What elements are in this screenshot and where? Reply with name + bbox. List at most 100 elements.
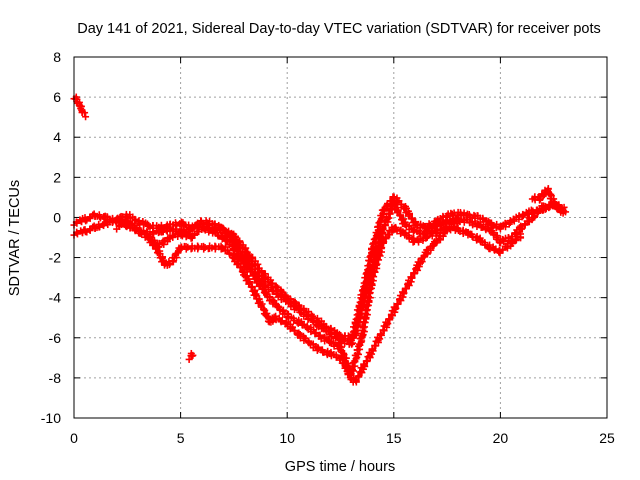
data-point-band-a — [73, 230, 81, 238]
x-tick-label: 10 — [279, 430, 295, 446]
data-point-band-d — [150, 241, 158, 249]
data-point-band-c — [392, 223, 400, 231]
data-point-band-c — [311, 330, 319, 338]
data-point-band-d — [384, 320, 392, 328]
data-point-band-b — [219, 225, 227, 233]
data-point-band-d — [399, 288, 407, 296]
data-point-band-b — [96, 214, 104, 222]
data-point-band-d — [239, 268, 247, 276]
data-point-band-d — [453, 220, 461, 228]
data-point-band-c — [137, 227, 145, 235]
data-point-isolated-high — [81, 109, 89, 117]
x-tick-label: 20 — [493, 430, 509, 446]
data-point-band-c — [382, 234, 390, 242]
data-point-band-b — [269, 286, 277, 294]
data-point-band-d — [400, 289, 408, 297]
data-point-band-c — [262, 289, 270, 297]
data-point-band-d — [291, 326, 299, 334]
x-axis-label: GPS time / hours — [285, 459, 395, 475]
y-tick-label: 2 — [53, 169, 61, 185]
data-point-band-d — [392, 304, 400, 312]
data-point-band-d — [177, 243, 185, 251]
data-point-band-d — [247, 283, 255, 291]
data-point-band-a — [401, 219, 409, 227]
data-point-band-d — [176, 245, 184, 253]
data-point-band-c — [123, 217, 131, 225]
data-point-band-b — [273, 289, 281, 297]
data-point-band-c — [213, 229, 221, 237]
y-tick-label: -6 — [49, 330, 62, 346]
x-tick-label: 25 — [599, 430, 615, 446]
data-point-band-d — [455, 216, 463, 224]
data-point-band-a — [385, 209, 393, 217]
data-point-band-c — [517, 230, 525, 238]
data-point-band-c — [116, 223, 124, 231]
data-point-band-b — [406, 210, 414, 218]
data-point-band-d — [369, 346, 377, 354]
data-point-band-a — [380, 221, 388, 229]
data-point-band-b — [352, 315, 360, 323]
y-axis-label: SDTVAR / TECUs — [7, 180, 23, 296]
data-point-late-rise — [556, 204, 564, 212]
data-point-band-c — [194, 228, 202, 236]
data-point-band-b — [426, 221, 434, 229]
data-point-band-c — [512, 236, 520, 244]
data-point-band-c — [354, 350, 362, 358]
data-point-band-d — [169, 258, 177, 266]
y-tick-label: 6 — [53, 89, 61, 105]
data-point-band-a — [268, 279, 276, 287]
y-tick-label: -4 — [49, 290, 62, 306]
data-point-band-c — [245, 264, 253, 272]
data-point-band-d — [245, 279, 253, 287]
data-point-band-c — [256, 281, 264, 289]
data-point-band-a — [394, 207, 402, 215]
data-point-band-d — [377, 331, 385, 339]
data-point-band-b — [95, 211, 103, 219]
data-point-band-d — [152, 245, 160, 253]
data-point-band-d — [379, 326, 387, 334]
data-point-band-d — [401, 284, 409, 292]
data-point-isolated-low — [189, 351, 197, 359]
data-point-band-c — [247, 268, 255, 276]
data-point-band-b — [268, 287, 276, 295]
chart-title: Day 141 of 2021, Sidereal Day-to-day VTE… — [77, 21, 601, 37]
data-point-band-d — [236, 264, 244, 272]
data-points — [70, 93, 570, 386]
data-point-band-d — [415, 263, 423, 271]
data-point-band-b — [407, 214, 415, 222]
y-tick-label: 8 — [53, 49, 61, 65]
data-point-band-c — [368, 281, 376, 289]
data-point-band-c — [258, 284, 266, 292]
data-point-band-c — [368, 272, 376, 280]
y-tick-label: -2 — [49, 250, 62, 266]
data-point-band-d — [385, 315, 393, 323]
axis-ticks: 0 5 10 15 20 25 -10 -8 -6 -4 -2 0 2 4 6 8 — [41, 49, 615, 446]
plot-frame — [73, 56, 608, 419]
data-point-band-d — [201, 244, 209, 252]
data-point-band-d — [155, 250, 163, 258]
data-point-band-d — [278, 317, 286, 325]
data-point-band-d — [408, 274, 416, 282]
data-point-band-b — [355, 303, 363, 311]
y-tick-label: 4 — [53, 129, 61, 145]
data-point-band-d — [410, 269, 418, 277]
data-point-band-d — [362, 357, 370, 365]
data-point-band-b — [348, 332, 356, 340]
data-point-band-d — [354, 372, 362, 380]
data-point-band-d — [200, 242, 208, 250]
y-tick-label: -8 — [49, 370, 62, 386]
data-point-band-d — [352, 377, 360, 385]
y-tick-label: 0 — [53, 209, 61, 225]
data-point-band-d — [360, 361, 368, 369]
data-point-band-c — [316, 331, 324, 339]
x-tick-label: 5 — [177, 430, 185, 446]
data-point-isolated-high — [82, 113, 90, 121]
data-point-band-d — [234, 259, 242, 267]
data-point-band-c — [312, 329, 320, 337]
data-point-band-d — [282, 319, 290, 327]
data-point-band-a — [521, 221, 529, 229]
data-point-band-d — [371, 341, 379, 349]
data-point-band-c — [190, 231, 198, 239]
data-point-band-c — [376, 243, 384, 251]
